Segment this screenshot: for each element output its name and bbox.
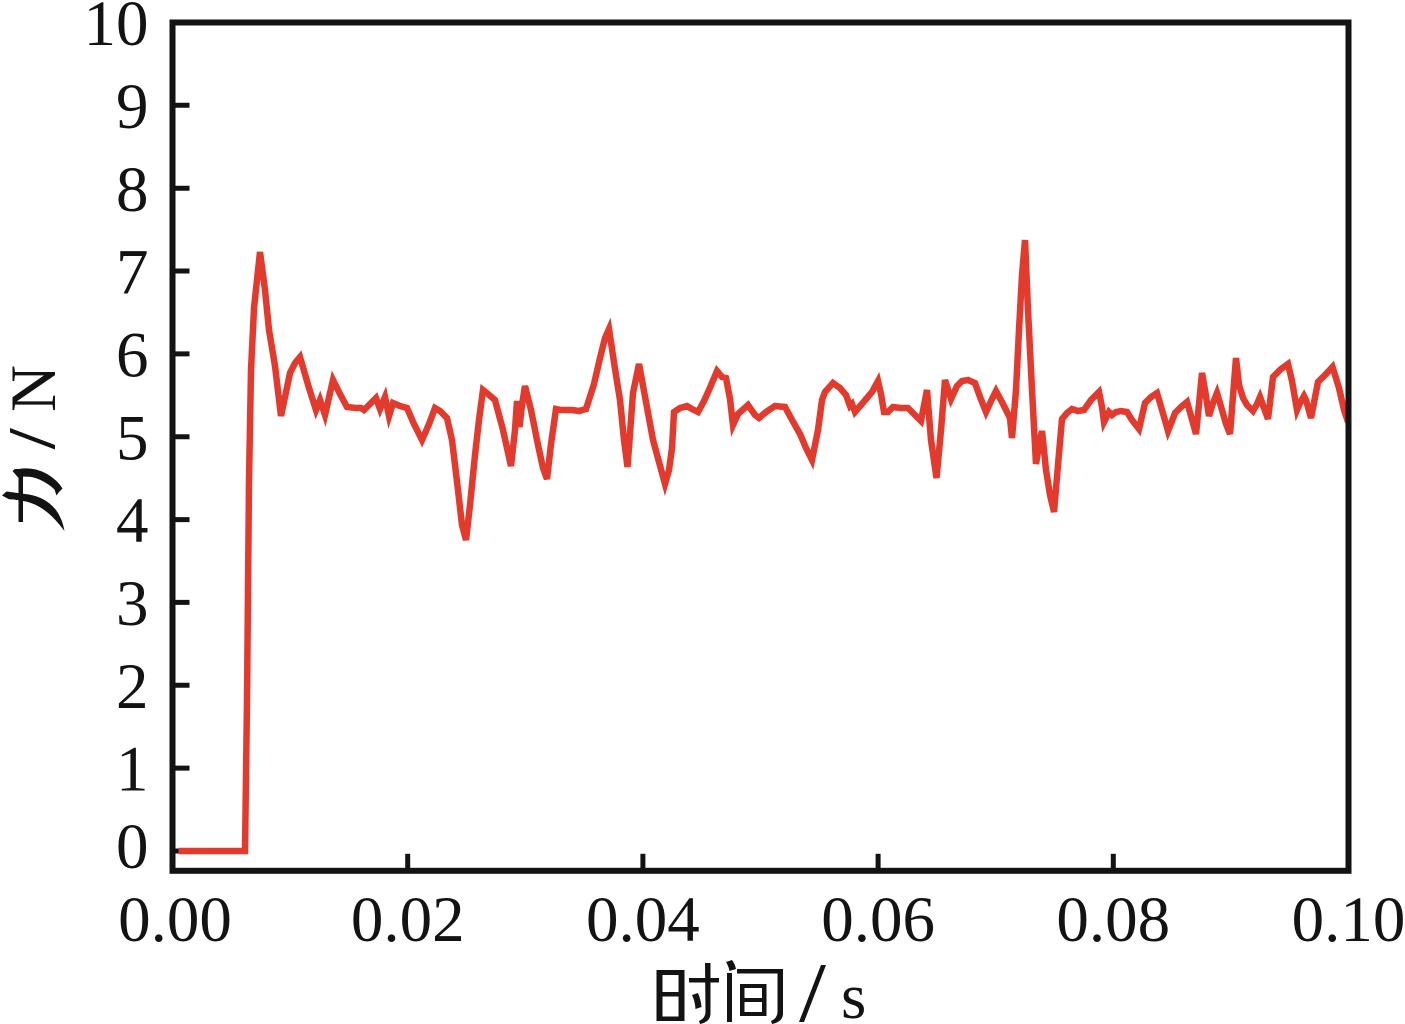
svg-text:0.06: 0.06 — [821, 884, 935, 956]
svg-text:7: 7 — [116, 237, 149, 309]
svg-text:0.00: 0.00 — [118, 884, 232, 956]
svg-text:0.02: 0.02 — [351, 884, 465, 956]
svg-text:4: 4 — [116, 485, 149, 557]
svg-text:9: 9 — [116, 71, 149, 143]
svg-text:0.10: 0.10 — [1292, 884, 1405, 956]
svg-text:3: 3 — [116, 568, 149, 640]
svg-text:s: s — [841, 961, 866, 1024]
svg-text:0: 0 — [116, 811, 149, 883]
svg-text:6: 6 — [116, 320, 149, 392]
svg-text:0.04: 0.04 — [586, 884, 700, 956]
svg-text:0.08: 0.08 — [1056, 884, 1170, 956]
svg-text:2: 2 — [116, 651, 149, 723]
svg-text:5: 5 — [116, 402, 149, 474]
svg-text:8: 8 — [116, 154, 149, 226]
svg-text:1: 1 — [116, 734, 149, 806]
svg-text:10: 10 — [84, 0, 149, 60]
svg-text:N: N — [0, 365, 70, 412]
